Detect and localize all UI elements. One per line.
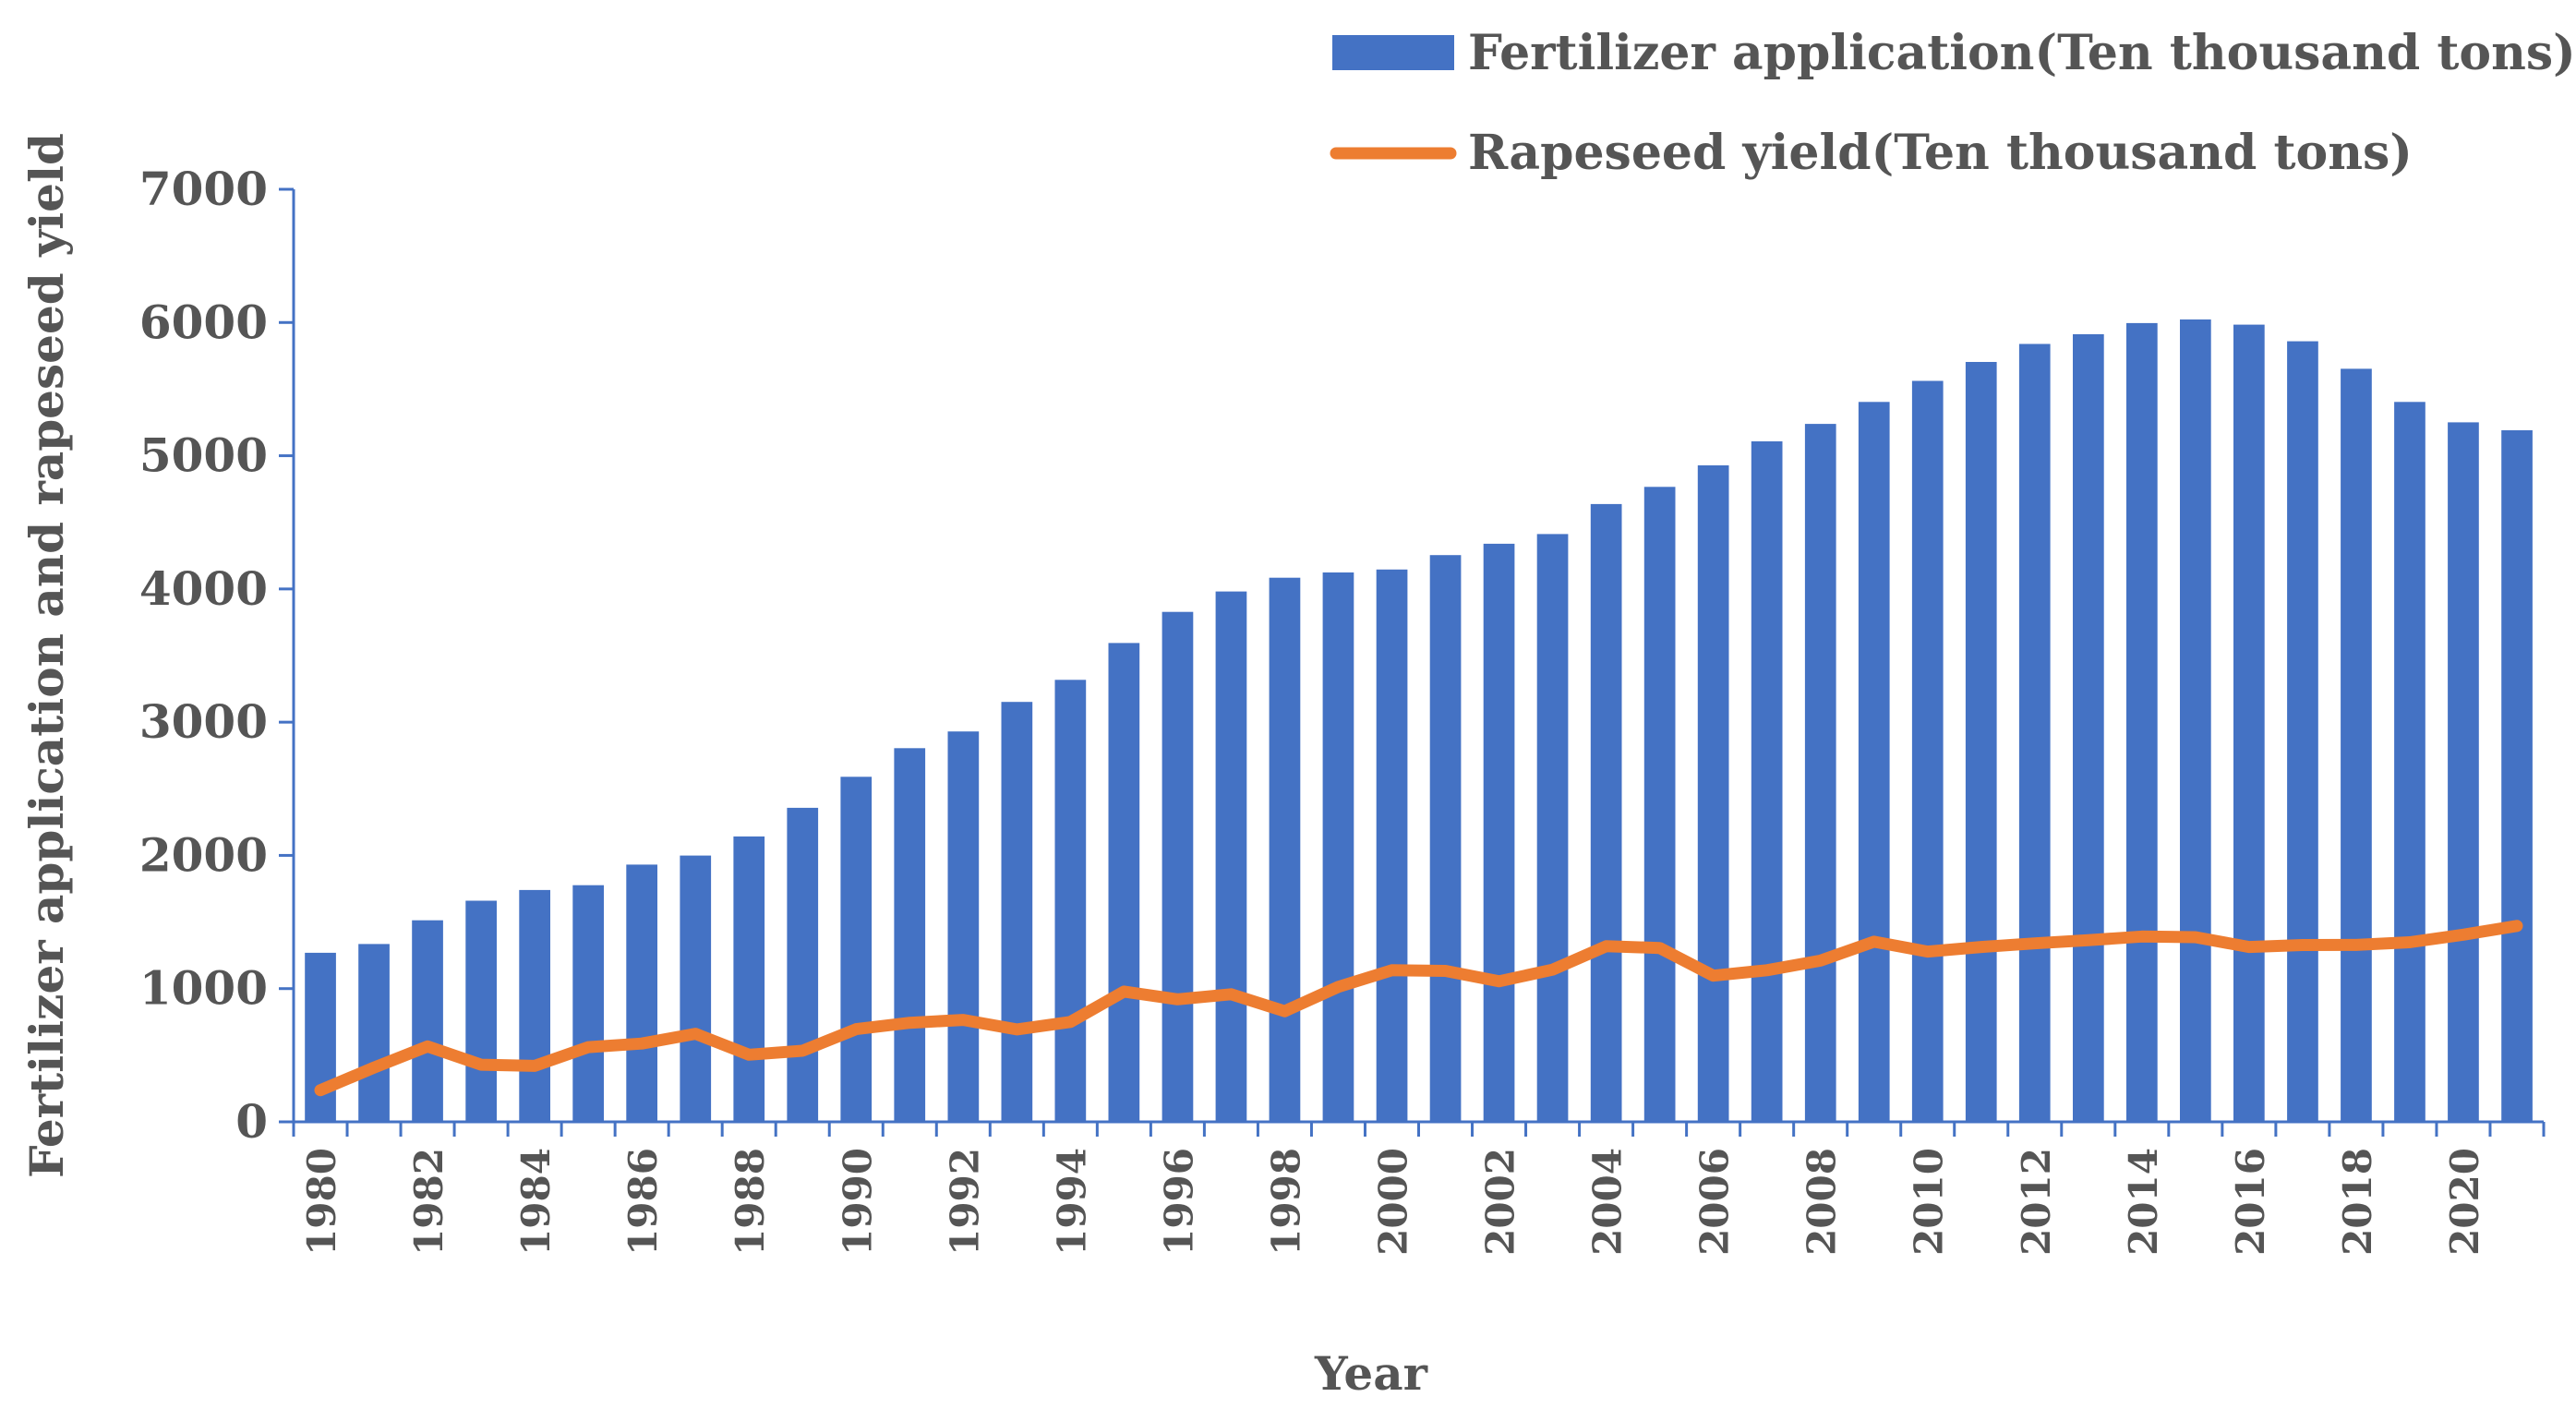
legend-label-fertilizer: Fertilizer application(Ten thousand tons… [1468, 25, 2576, 81]
line-series [314, 920, 2523, 1097]
y-tick-label: 3000 [139, 694, 268, 749]
bar-1988 [733, 836, 765, 1122]
y-tick-label: 1000 [139, 961, 268, 1016]
x-tick-label: 2000 [1370, 1148, 1415, 1256]
x-tick-label: 2018 [2335, 1148, 2380, 1256]
y-tick-label: 4000 [139, 561, 268, 616]
bar-1984 [519, 889, 550, 1122]
bar-1987 [680, 855, 712, 1122]
bar-1996 [1162, 611, 1194, 1122]
x-tick-label: 1996 [1156, 1148, 1201, 1256]
bar-1991 [894, 748, 926, 1122]
x-tick-label: 1998 [1263, 1148, 1308, 1256]
bar-2008 [1804, 424, 1836, 1123]
y-axis-ticks: 0 1000 2000 3000 4000 5000 6000 7000 [139, 162, 294, 1149]
bar-1983 [465, 900, 497, 1122]
bar-1981 [358, 944, 390, 1122]
bar-1982 [412, 920, 443, 1122]
x-tick-label: 2006 [1692, 1148, 1738, 1256]
bar-2013 [2073, 334, 2104, 1122]
y-tick-label: 2000 [139, 827, 268, 882]
y-axis-title: Fertilizer application and rapeseed yiel… [19, 133, 74, 1178]
x-tick-label: 1994 [1049, 1148, 1094, 1256]
x-tick-label: 1980 [299, 1148, 344, 1256]
legend-label-rapeseed: Rapeseed yield(Ten thousand tons) [1468, 125, 2413, 181]
bar-2002 [1483, 543, 1515, 1122]
x-axis-ticks: 1980 1982 1984 1986 1988 1990 1992 1994 1996 1998… [292, 1122, 2546, 1256]
x-axis-title: Year [1314, 1346, 1428, 1401]
x-tick-label: 2014 [2121, 1148, 2166, 1256]
bar-2018 [2341, 368, 2372, 1122]
x-tick-label: 2008 [1800, 1148, 1845, 1256]
bar-1992 [947, 731, 980, 1122]
bar-2016 [2233, 324, 2265, 1123]
y-tick-label: 6000 [139, 295, 268, 349]
bar-2012 [2018, 343, 2051, 1122]
y-tick-label: 0 [235, 1094, 268, 1149]
x-tick-label: 1984 [513, 1148, 559, 1256]
bar-1989 [787, 807, 819, 1122]
bar-2021 [2501, 430, 2533, 1122]
x-tick-label: 2016 [2228, 1148, 2273, 1256]
bar-2019 [2394, 402, 2426, 1122]
bar-1999 [1322, 572, 1354, 1122]
bar-1990 [840, 777, 873, 1122]
bar-1986 [626, 864, 657, 1122]
x-tick-label: 2010 [1907, 1148, 1952, 1256]
y-tick-label: 7000 [139, 162, 268, 216]
bar-2000 [1376, 569, 1408, 1122]
bar-2010 [1911, 380, 1944, 1122]
bar-1980 [305, 952, 336, 1122]
bar-1994 [1054, 680, 1087, 1122]
x-tick-label: 2004 [1585, 1148, 1631, 1256]
x-tick-label: 2002 [1478, 1148, 1523, 1256]
bar-1997 [1215, 591, 1247, 1122]
bar-2006 [1697, 465, 1729, 1122]
legend: Fertilizer application(Ten thousand tons… [1330, 25, 2576, 181]
bar-2007 [1751, 441, 1783, 1122]
bar-1993 [1001, 702, 1033, 1122]
bar-1998 [1269, 577, 1301, 1122]
bar-2020 [2448, 422, 2479, 1122]
bar-1985 [572, 885, 604, 1122]
bar-2015 [2180, 319, 2211, 1122]
bar-2001 [1429, 555, 1462, 1122]
x-tick-label: 2020 [2442, 1148, 2487, 1256]
x-tick-label: 2012 [2014, 1148, 2059, 1256]
x-tick-label: 1992 [942, 1148, 987, 1256]
x-tick-label: 1982 [406, 1148, 451, 1256]
legend-swatch-fertilizer [1332, 35, 1454, 70]
rapeseed-yield-line [314, 920, 2523, 1097]
bar-2004 [1590, 503, 1622, 1122]
bar-2003 [1536, 534, 1569, 1122]
y-tick-label: 5000 [139, 428, 268, 483]
bar-2014 [2126, 322, 2158, 1122]
bar-2017 [2287, 341, 2318, 1123]
x-tick-label: 1988 [728, 1148, 773, 1256]
bar-1995 [1108, 643, 1140, 1122]
bar-series [305, 319, 2533, 1123]
x-tick-label: 1990 [835, 1148, 880, 1256]
bar-2005 [1643, 487, 1676, 1122]
x-tick-label: 1986 [620, 1148, 666, 1256]
bar-2011 [1965, 362, 1997, 1122]
bar-2009 [1858, 402, 1890, 1122]
